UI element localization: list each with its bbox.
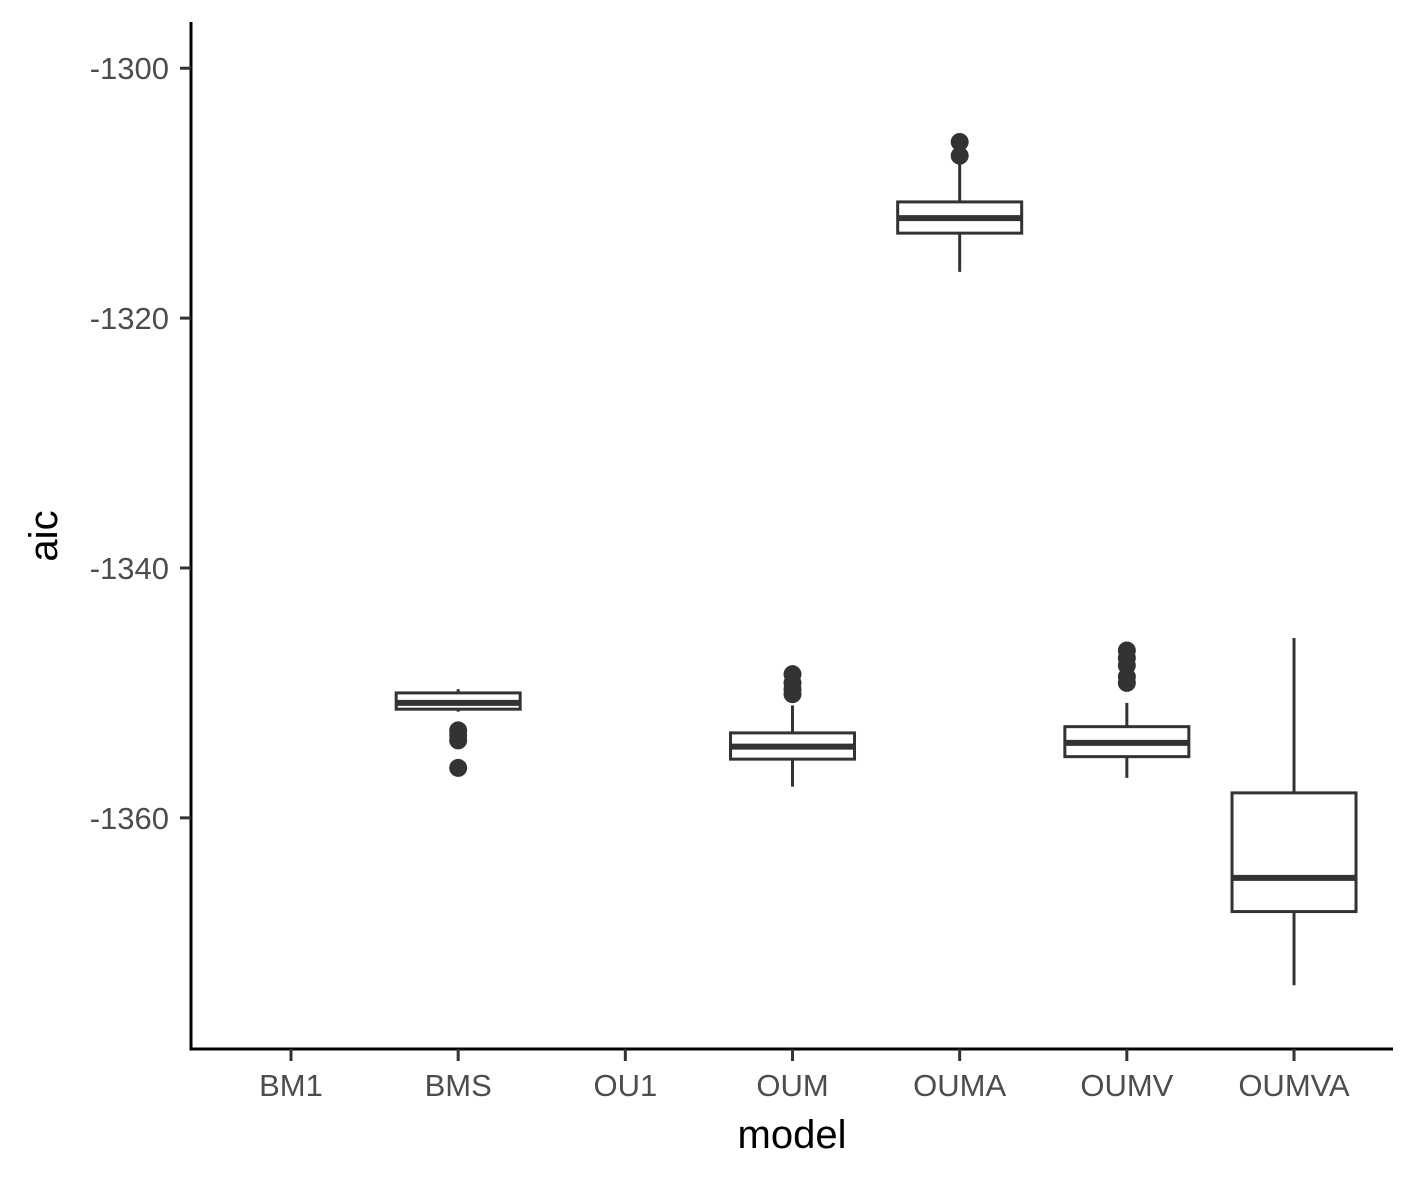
outlier-point [1118, 674, 1136, 692]
box-oumva [1232, 638, 1356, 985]
y-ticks: -1300 -1320 -1340 -1360 [90, 51, 191, 836]
y-axis-title: aic [22, 510, 66, 561]
box-oumv [1065, 641, 1189, 777]
x-tick-label: BM1 [259, 1068, 323, 1103]
x-ticks: BM1 BMS OU1 OUM OUMA OUMV OUMVA [259, 1049, 1350, 1103]
y-tick-label: -1300 [90, 51, 169, 86]
x-tick-label: OUMVA [1238, 1068, 1350, 1103]
outlier-point [449, 731, 467, 749]
boxes-layer [396, 133, 1356, 985]
y-tick-label: -1320 [90, 301, 169, 336]
box-ouma [898, 133, 1022, 272]
outlier-point [449, 759, 467, 777]
x-tick-label: BMS [425, 1068, 492, 1103]
x-tick-label: OUM [756, 1068, 828, 1103]
x-tick-label: OU1 [593, 1068, 657, 1103]
axes-layer [190, 22, 1394, 1050]
outlier-point [951, 147, 969, 165]
y-tick-label: -1340 [90, 551, 169, 586]
outlier-point [784, 685, 802, 703]
x-tick-label: OUMV [1080, 1068, 1173, 1103]
x-axis-title: model [738, 1113, 847, 1157]
box-oum [731, 665, 855, 786]
x-tick-label: OUMA [913, 1068, 1006, 1103]
iqr-box [1232, 793, 1356, 912]
box-bms [396, 689, 520, 777]
y-tick-label: -1360 [90, 801, 169, 836]
